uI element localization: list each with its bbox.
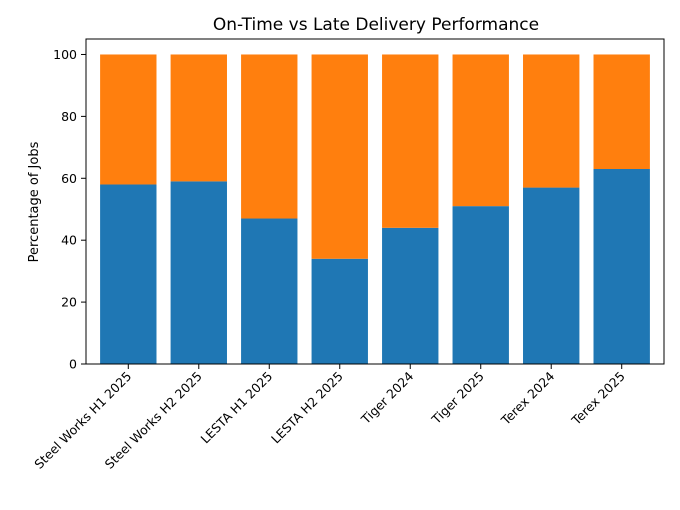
bar-lower-3: [311, 258, 368, 364]
bar-upper-6: [523, 54, 580, 188]
x-tick-label-4: Tiger 2024: [357, 368, 416, 427]
y-tick-label-5: 100: [53, 47, 77, 62]
bar-upper-0: [100, 54, 157, 185]
bar-upper-4: [382, 54, 439, 228]
plot-frame: [85, 38, 665, 365]
x-tick-label-5: Tiger 2025: [428, 369, 487, 428]
bar-upper-5: [452, 54, 509, 207]
bar-upper-2: [241, 54, 298, 219]
y-tick-label-3: 60: [61, 171, 77, 186]
bar-lower-4: [382, 227, 439, 364]
bar-upper-1: [170, 54, 227, 182]
x-tick-label-2: LESTA H1 2025: [198, 369, 276, 447]
bar-upper-7: [593, 54, 650, 170]
x-tick-label-3: LESTA H2 2025: [268, 369, 346, 447]
y-tick-label-0: 0: [69, 357, 77, 372]
bar-lower-7: [593, 169, 650, 364]
bar-lower-0: [100, 184, 157, 364]
x-tick-label-6: Terex 2024: [497, 368, 557, 428]
y-tick-label-4: 80: [61, 109, 77, 124]
x-tick-label-7: Terex 2025: [568, 369, 628, 429]
bar-upper-3: [311, 54, 368, 259]
bar-lower-1: [170, 181, 227, 364]
y-axis: 0 20 40 60 80 100: [53, 47, 86, 372]
bar-lower-2: [241, 218, 298, 364]
chart-title: On-Time vs Late Delivery Performance: [213, 15, 539, 35]
y-tick-label-1: 20: [61, 295, 77, 310]
y-axis-label: Percentage of Jobs: [27, 141, 42, 262]
bar-lower-5: [452, 206, 509, 364]
bars-group: [100, 54, 650, 364]
y-tick-label-2: 40: [61, 233, 77, 248]
bar-lower-6: [523, 187, 580, 364]
